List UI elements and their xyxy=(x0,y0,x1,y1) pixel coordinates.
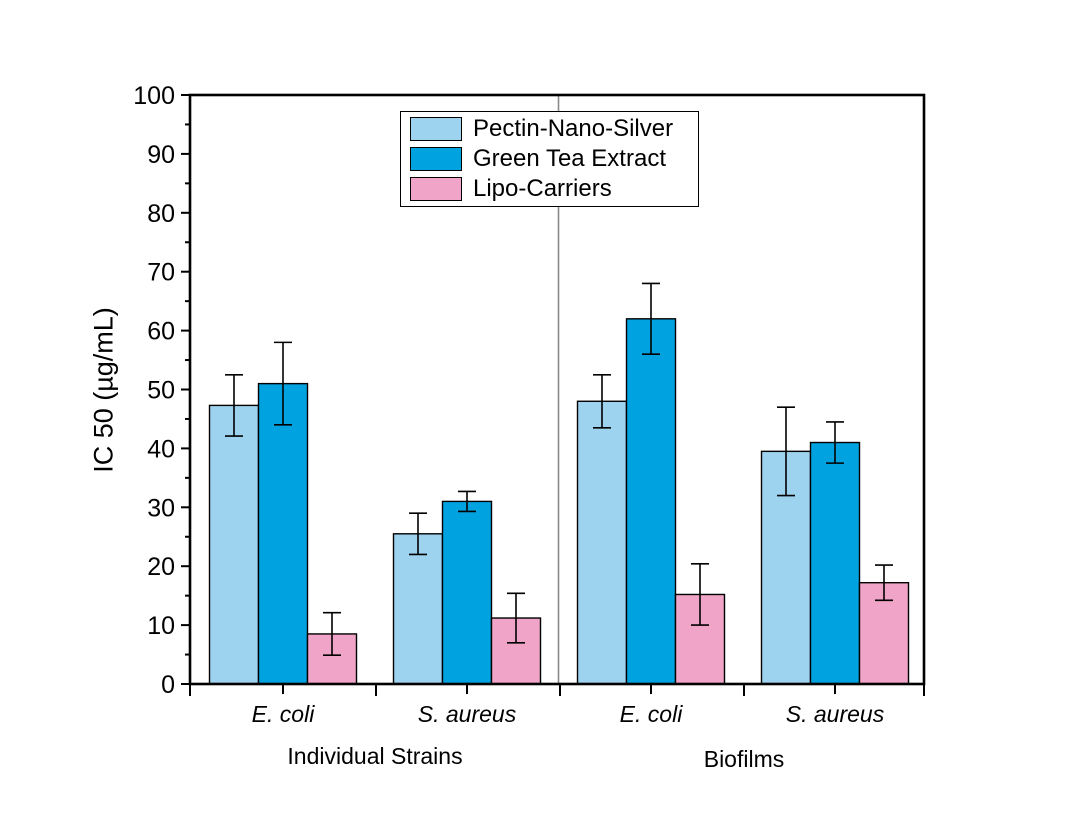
y-axis-title-text: IC 50 (µg/mL) xyxy=(88,307,119,473)
legend-swatch-lipo-carriers xyxy=(410,176,462,201)
x-axis-category-label: S. aureus xyxy=(418,701,517,727)
legend-item: Green Tea Extract xyxy=(401,145,698,174)
bar xyxy=(809,441,861,685)
y-axis-title: IC 50 (µg/mL) xyxy=(89,307,120,473)
legend-label: Lipo-Carriers xyxy=(473,174,612,202)
legend-item: Lipo-Carriers xyxy=(401,174,698,203)
bar xyxy=(625,318,677,685)
legend-box: Pectin-Nano-Silver Green Tea Extract Lip… xyxy=(400,111,699,207)
y-axis-tick-label: 40 xyxy=(147,435,175,463)
panel-group-label: Individual Strains xyxy=(287,743,462,769)
x-axis-category-label: E. coli xyxy=(252,701,316,727)
y-axis-tick-label: 90 xyxy=(147,141,175,169)
legend-swatch-green-tea-extract xyxy=(410,147,462,171)
y-axis-tick-label: 30 xyxy=(147,494,175,522)
bar xyxy=(208,404,260,685)
y-axis-tick-label: 100 xyxy=(133,82,175,110)
y-axis-tick-label: 20 xyxy=(147,553,175,581)
bar xyxy=(441,500,493,685)
legend-label: Green Tea Extract xyxy=(473,145,666,172)
panel-group-label: Biofilms xyxy=(704,746,785,772)
y-axis-tick-label: 0 xyxy=(161,671,175,699)
bar xyxy=(576,400,628,685)
y-axis-tick-label: 50 xyxy=(147,377,175,405)
x-axis-category-label: E. coli xyxy=(620,701,684,727)
y-axis-tick-label: 60 xyxy=(147,318,175,346)
legend-item: Pectin-Nano-Silver xyxy=(401,115,698,144)
bar xyxy=(392,533,444,685)
legend-label: Pectin-Nano-Silver xyxy=(473,115,674,143)
bar xyxy=(257,382,309,685)
y-axis-tick-label: 80 xyxy=(147,200,175,228)
y-axis-tick-label: 10 xyxy=(147,612,175,640)
legend-swatch-pectin-nano-silver xyxy=(410,117,462,142)
y-axis-tick-label: 70 xyxy=(147,259,175,287)
x-axis-category-label: S. aureus xyxy=(786,701,885,727)
